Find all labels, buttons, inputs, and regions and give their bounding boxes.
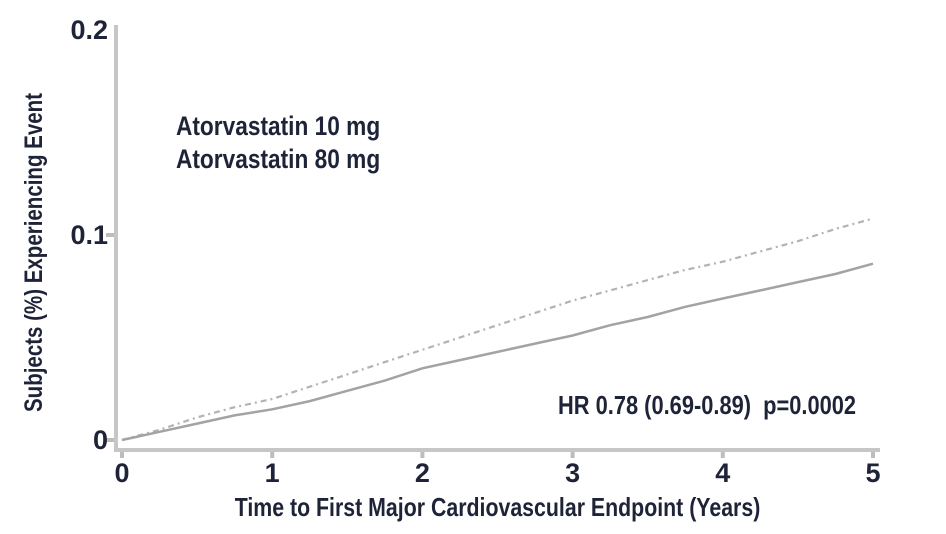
legend-item-atorvastatin-10mg: Atorvastatin 10 mg (176, 110, 419, 143)
x-tick-label-3: 3 (565, 458, 581, 488)
y-axis-line (114, 25, 118, 452)
x-tick-label-2: 2 (414, 458, 430, 488)
y-axis-title: Subjects (%) Experiencing Event (19, 87, 49, 447)
x-tick-mark (720, 452, 725, 458)
y-tick-label-0.2: 0.2 (70, 15, 108, 45)
y-tick-mark (106, 438, 114, 442)
x-tick-mark (570, 452, 575, 458)
x-tick-mark (871, 452, 875, 458)
x-axis-line (114, 448, 880, 452)
x-tick-label-1: 1 (264, 458, 280, 488)
hazard-ratio-text: HR 0.78 (0.69-0.89) p=0.0002 (558, 390, 857, 420)
x-tick-label-4: 4 (715, 458, 731, 488)
x-tick-label-5: 5 (865, 458, 881, 488)
y-tick-label-0.1: 0.1 (70, 220, 108, 250)
x-tick-mark (420, 452, 425, 458)
x-tick-label-0: 0 (114, 458, 130, 488)
x-tick-mark (120, 452, 124, 458)
legend-label-atorvastatin-80mg: Atorvastatin 80 mg (176, 144, 381, 174)
x-axis-title: Time to First Major Cardiovascular Endpo… (115, 491, 880, 523)
x-tick-mark (270, 452, 275, 458)
y-tick-mark (106, 233, 114, 237)
series-line-atorvastatin-10-mg (121, 217, 874, 442)
legend-label-atorvastatin-10mg: Atorvastatin 10 mg (176, 111, 381, 141)
hazard-ratio-annotation: HR 0.78 (0.69-0.89) p=0.0002 (558, 390, 918, 420)
series-line-atorvastatin-80-mg (121, 262, 874, 442)
y-axis-title-text: Subjects (%) Experiencing Event (20, 93, 48, 412)
legend: Atorvastatin 10 mg Atorvastatin 80 mg (176, 110, 419, 176)
x-axis-title-text: Time to First Major Cardiovascular Endpo… (234, 492, 761, 522)
y-tick-label-0: 0 (92, 425, 108, 455)
legend-item-atorvastatin-80mg: Atorvastatin 80 mg (176, 143, 419, 176)
